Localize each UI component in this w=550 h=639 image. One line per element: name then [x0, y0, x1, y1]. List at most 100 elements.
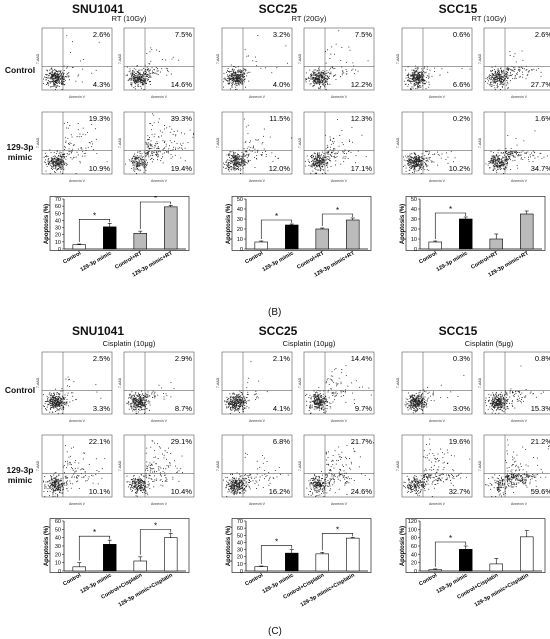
event-dot	[61, 80, 63, 81]
event-dot	[500, 83, 502, 85]
event-dot	[242, 161, 244, 162]
event-dot	[498, 160, 500, 162]
event-dot	[57, 82, 59, 84]
event-dot	[496, 170, 497, 172]
event-dot	[409, 158, 410, 160]
event-dot	[143, 400, 145, 401]
event-dot	[56, 405, 57, 407]
event-dot	[70, 455, 71, 457]
event-dot	[53, 85, 55, 87]
event-dot	[56, 164, 58, 166]
event-dot	[146, 146, 148, 148]
event-dot	[233, 157, 235, 158]
event-dot	[130, 83, 132, 85]
event-dot	[489, 74, 490, 76]
event-dot	[155, 154, 157, 155]
event-dot	[228, 79, 230, 81]
event-dot	[143, 405, 145, 407]
event-dot	[316, 172, 317, 174]
event-dot	[165, 393, 167, 395]
event-dot	[145, 400, 147, 402]
event-dot	[415, 162, 417, 164]
event-dot	[76, 477, 78, 479]
event-dot	[404, 83, 406, 85]
event-dot	[522, 71, 523, 73]
event-dot	[155, 154, 157, 156]
event-dot	[55, 403, 57, 405]
event-dot	[320, 168, 321, 170]
event-dot	[231, 80, 233, 82]
event-dot	[314, 167, 316, 169]
event-dot	[60, 162, 62, 164]
event-dot	[316, 163, 318, 165]
event-dot	[423, 74, 425, 76]
event-dot	[254, 156, 255, 158]
event-dot	[135, 81, 137, 82]
event-dot	[230, 70, 232, 72]
event-dot	[496, 163, 498, 164]
event-dot	[54, 157, 56, 159]
event-dot	[51, 403, 53, 405]
event-dot	[235, 155, 237, 157]
event-dot	[425, 81, 427, 83]
event-dot	[320, 77, 322, 79]
event-dot	[57, 160, 58, 162]
event-dot	[262, 152, 263, 154]
event-dot	[48, 81, 50, 82]
event-dot	[236, 83, 238, 85]
event-dot	[332, 142, 334, 144]
event-dot	[140, 79, 141, 80]
event-dot	[51, 158, 53, 160]
event-dot	[51, 486, 53, 488]
event-dot	[240, 79, 242, 81]
event-dot	[227, 74, 228, 76]
event-dot	[509, 74, 511, 76]
event-dot	[135, 400, 137, 402]
event-dot	[64, 476, 66, 478]
event-dot	[158, 136, 159, 138]
event-dot	[55, 479, 56, 481]
event-dot	[54, 75, 56, 77]
event-dot	[408, 81, 410, 82]
event-dot	[317, 155, 319, 157]
event-dot	[137, 404, 139, 405]
event-dot	[533, 155, 535, 157]
event-dot	[56, 401, 58, 403]
event-dot	[87, 146, 89, 148]
event-dot	[420, 160, 422, 162]
event-dot	[59, 492, 60, 494]
event-dot	[408, 84, 409, 85]
event-dot	[73, 446, 74, 448]
event-dot	[314, 164, 316, 166]
event-dot	[502, 160, 504, 162]
event-dot	[73, 157, 75, 159]
event-dot	[136, 71, 138, 73]
event-dot	[82, 133, 84, 135]
event-dot	[165, 145, 167, 147]
event-dot	[60, 400, 61, 401]
event-dot	[317, 160, 319, 162]
event-dot	[138, 404, 140, 405]
event-dot	[418, 73, 420, 74]
event-dot	[428, 77, 429, 79]
event-dot	[240, 75, 242, 77]
event-dot	[491, 85, 493, 87]
event-dot	[146, 143, 148, 145]
event-dot	[55, 489, 57, 491]
event-dot	[318, 165, 319, 166]
y-axis-label: 7-AAD	[216, 137, 220, 148]
event-dot	[156, 70, 158, 72]
event-dot	[50, 483, 52, 485]
event-dot	[236, 77, 237, 79]
event-dot	[133, 155, 134, 157]
event-dot	[143, 160, 145, 162]
event-dot	[496, 81, 498, 82]
event-dot	[96, 153, 98, 154]
event-dot	[144, 413, 145, 414]
event-dot	[130, 405, 131, 407]
event-dot	[412, 166, 414, 168]
event-dot	[510, 159, 511, 161]
event-dot	[461, 68, 463, 70]
event-dot	[51, 401, 53, 403]
event-dot	[231, 83, 233, 84]
